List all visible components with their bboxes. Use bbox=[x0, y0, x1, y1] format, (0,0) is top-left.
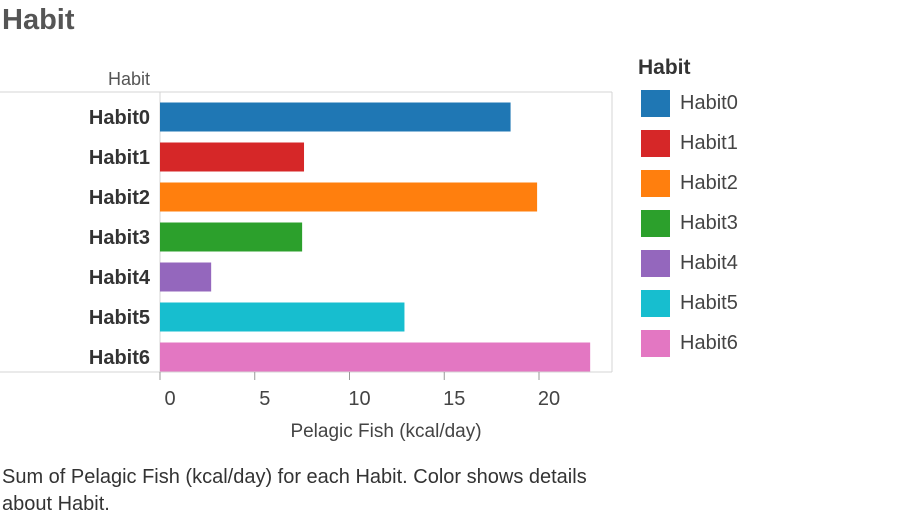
bar-habit0 bbox=[160, 102, 511, 132]
legend-label: Habit4 bbox=[680, 252, 738, 274]
legend-label: Habit6 bbox=[680, 332, 738, 354]
x-tick-label-10: 10 bbox=[348, 388, 370, 410]
category-label-habit5: Habit5 bbox=[89, 307, 150, 329]
x-tick-label-20: 20 bbox=[538, 388, 560, 410]
legend-item-habit2[interactable]: Habit2 bbox=[638, 166, 738, 206]
bar-habit2 bbox=[160, 182, 538, 212]
legend-item-habit4[interactable]: Habit4 bbox=[638, 246, 738, 286]
legend-item-habit0[interactable]: Habit0 bbox=[638, 86, 738, 126]
chart-title: Habit bbox=[2, 4, 75, 36]
legend-swatch bbox=[641, 330, 670, 357]
x-tick-label-5: 5 bbox=[259, 388, 270, 410]
legend-item-habit3[interactable]: Habit3 bbox=[638, 206, 738, 246]
x-axis-label: Pelagic Fish (kcal/day) bbox=[290, 421, 481, 442]
x-tick-label-15: 15 bbox=[443, 388, 465, 410]
category-label-habit6: Habit6 bbox=[89, 347, 150, 369]
legend-item-habit5[interactable]: Habit5 bbox=[638, 286, 738, 326]
legend-swatch bbox=[641, 210, 670, 237]
legend-label: Habit1 bbox=[680, 132, 738, 154]
legend-swatch bbox=[641, 90, 670, 117]
category-label-habit2: Habit2 bbox=[89, 187, 150, 209]
legend-label: Habit3 bbox=[680, 212, 738, 234]
legend-title: Habit bbox=[638, 56, 691, 79]
legend-swatch bbox=[641, 250, 670, 277]
category-label-habit1: Habit1 bbox=[89, 147, 150, 169]
legend-label: Habit5 bbox=[680, 292, 738, 314]
legend-label: Habit2 bbox=[680, 172, 738, 194]
legend-item-habit6[interactable]: Habit6 bbox=[638, 326, 738, 366]
category-label-habit0: Habit0 bbox=[89, 107, 150, 129]
bar-habit1 bbox=[160, 142, 305, 172]
row-header: Habit bbox=[108, 69, 150, 89]
category-label-habit3: Habit3 bbox=[89, 227, 150, 249]
bar-habit4 bbox=[160, 262, 212, 292]
bar-habit6 bbox=[160, 342, 591, 372]
x-tick-label-0: 0 bbox=[164, 388, 175, 410]
bar-habit5 bbox=[160, 302, 405, 332]
legend-items: Habit0 Habit1 Habit2 Habit3 Habit4 Habit5 Habi… bbox=[638, 86, 738, 366]
legend-item-habit1[interactable]: Habit1 bbox=[638, 126, 738, 166]
legend-swatch bbox=[641, 170, 670, 197]
chart-caption: Sum of Pelagic Fish (kcal/day) for each … bbox=[2, 466, 587, 515]
bar-habit3 bbox=[160, 222, 303, 252]
legend-swatch bbox=[641, 130, 670, 157]
category-label-habit4: Habit4 bbox=[89, 267, 151, 289]
legend-swatch bbox=[641, 290, 670, 317]
legend: Habit Habit0 Habit1 Habit2 Habit3 Habit4 Habi… bbox=[638, 56, 738, 366]
legend-label: Habit0 bbox=[680, 92, 738, 114]
